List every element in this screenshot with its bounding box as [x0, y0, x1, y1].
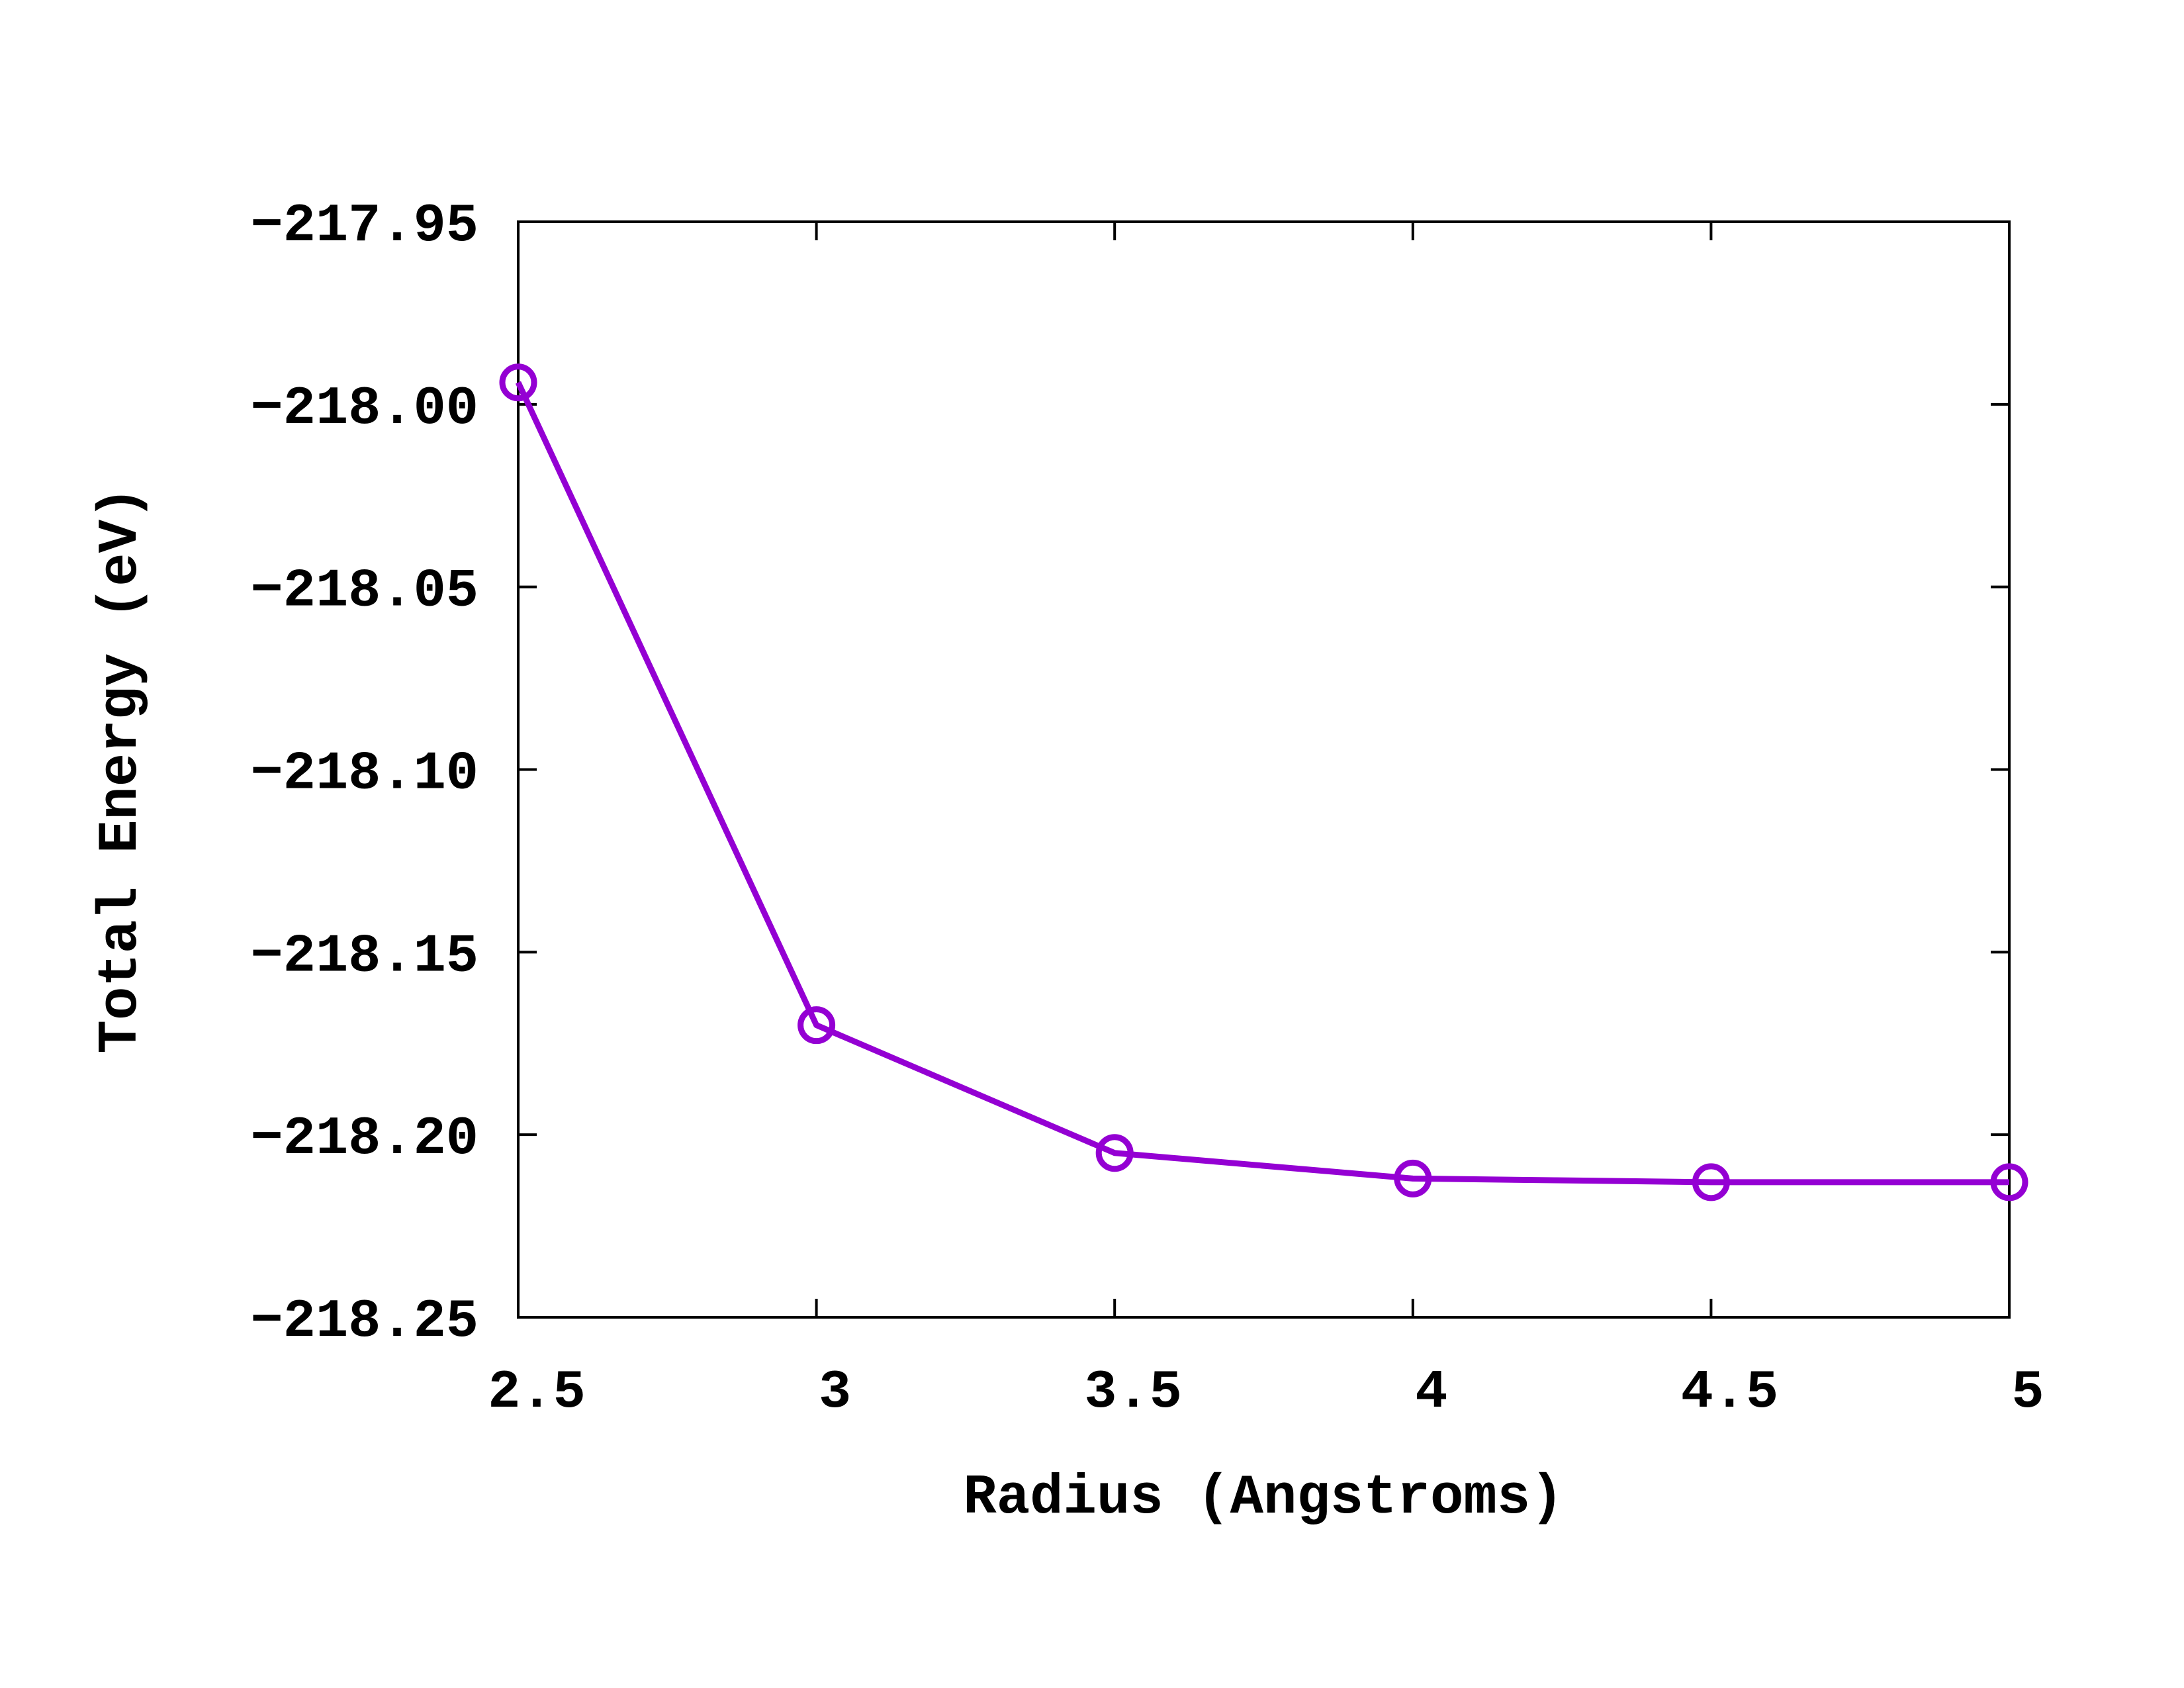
y-tick-label: −218.20: [251, 1108, 478, 1170]
data-point: [1394, 1159, 1432, 1197]
x-axis-ticks: 2.5 3 3.5 4 4.5 5: [488, 222, 2044, 1423]
x-tick-label: 2.5: [488, 1362, 586, 1423]
y-tick-label: −217.95: [251, 195, 478, 257]
plot-frame: [517, 220, 2011, 1319]
x-tick-label: 3.5: [1084, 1362, 1182, 1423]
data-point: [1692, 1163, 1730, 1201]
y-axis-ticks: −217.95 −218.00 −218.05 −218.10 −218.15 −218.…: [251, 195, 2009, 1352]
series-layer: [499, 363, 2028, 1201]
x-tick-label: 5: [2011, 1362, 2044, 1423]
y-axis-label: Total Energy (eV): [90, 487, 153, 1054]
x-axis-label: Radius (Angstroms): [963, 1467, 1563, 1530]
y-tick-label: −218.15: [251, 925, 478, 987]
series-line: [515, 381, 2009, 1186]
data-point: [1095, 1134, 1134, 1172]
x-tick-label: 4.5: [1681, 1362, 1779, 1423]
x-tick-label: 3: [819, 1362, 851, 1423]
x-tick-label: 4: [1415, 1362, 1447, 1423]
data-point: [1990, 1163, 2028, 1201]
y-tick-label: −218.25: [251, 1291, 478, 1352]
data-point: [499, 363, 537, 402]
y-tick-label: −218.10: [251, 743, 478, 805]
y-tick-label: −218.05: [251, 561, 478, 622]
data-point: [797, 1006, 836, 1045]
y-tick-label: −218.00: [251, 378, 478, 440]
